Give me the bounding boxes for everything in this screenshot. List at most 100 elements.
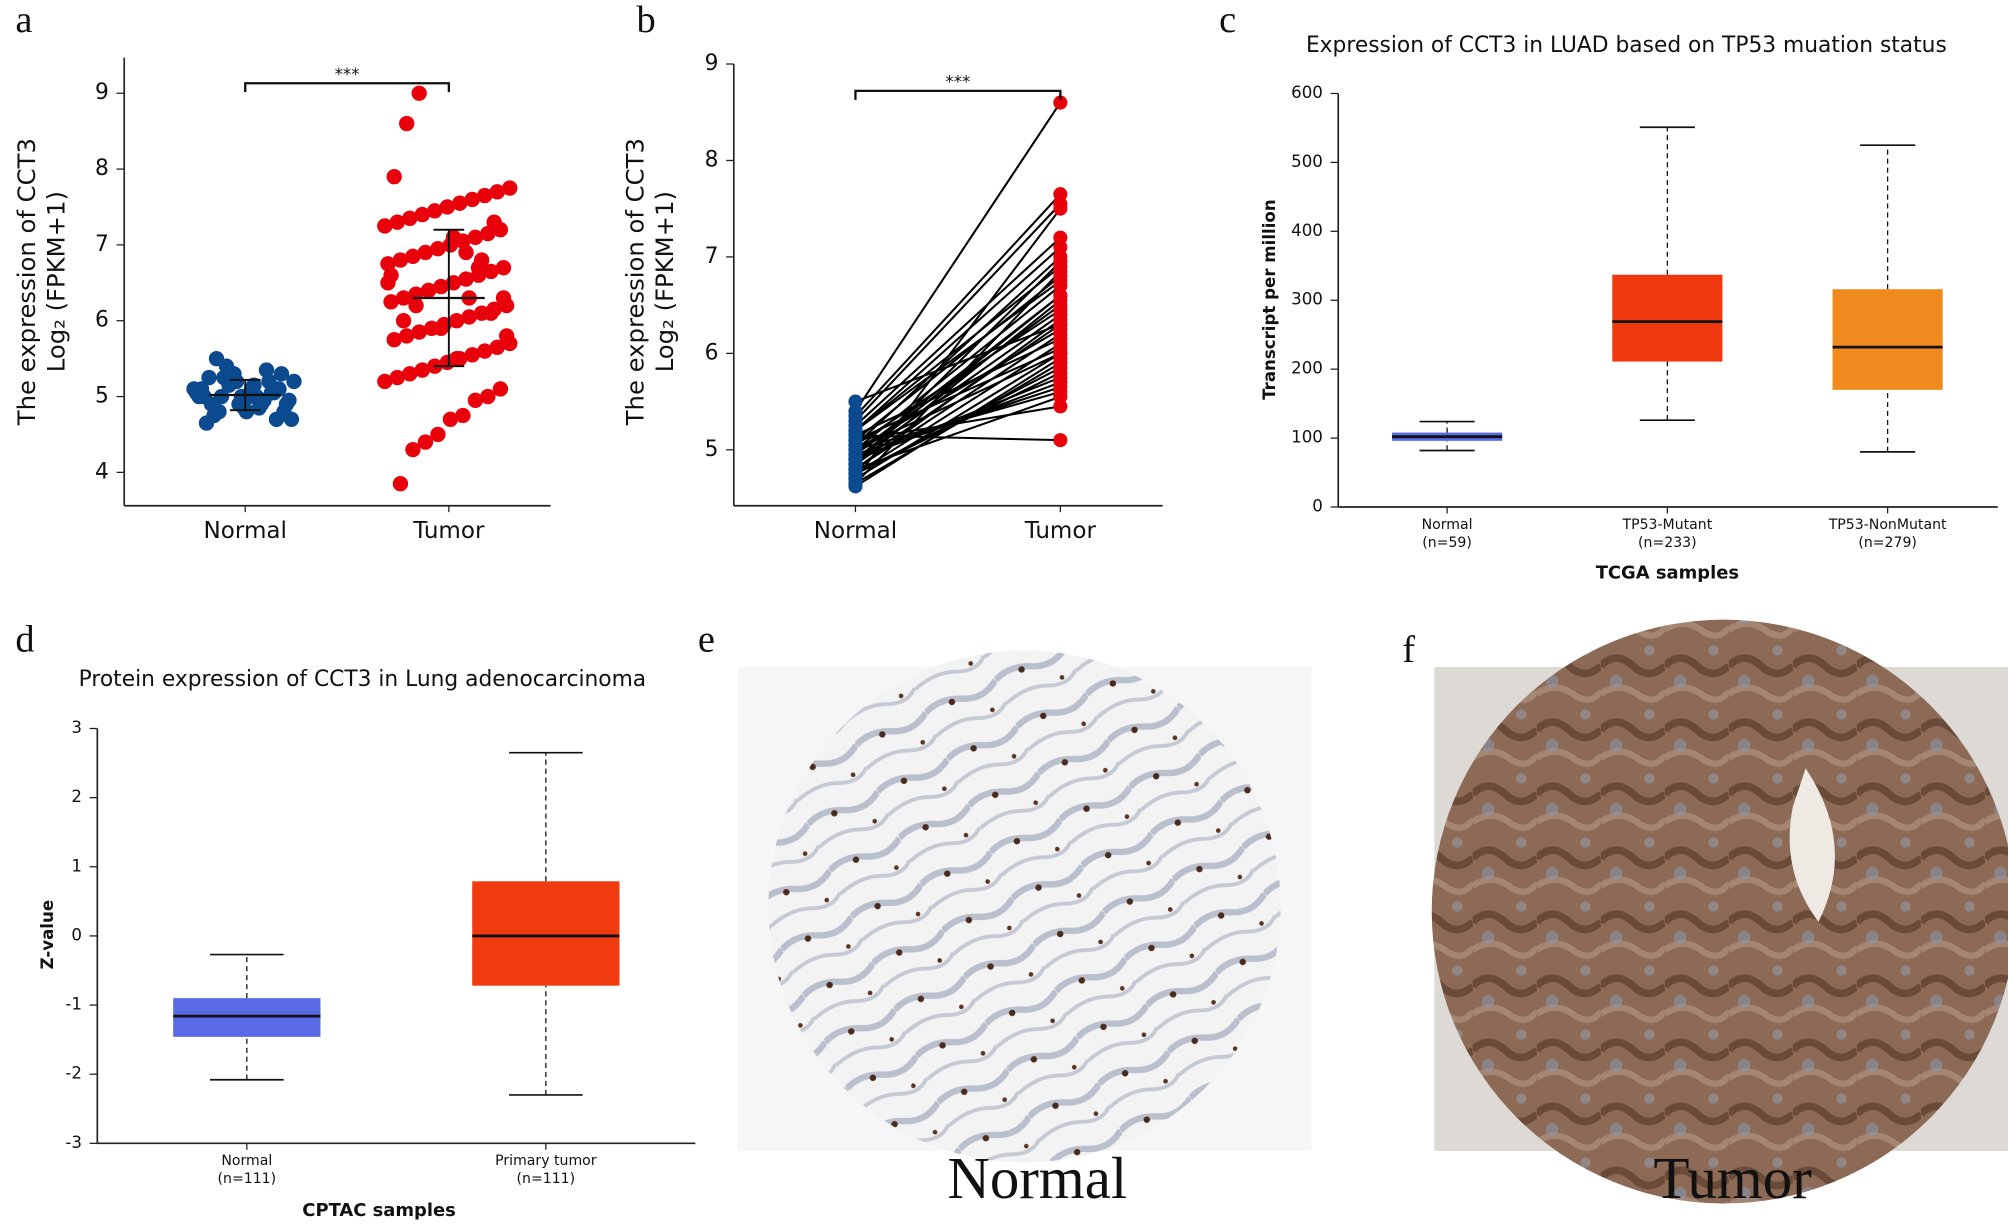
sample-size-label: (n=233)	[1638, 535, 1697, 551]
pair-line	[854, 246, 1062, 432]
data-point	[498, 328, 515, 344]
panel-e-image	[737, 650, 1312, 1163]
data-point	[430, 241, 446, 257]
data-point	[253, 396, 270, 412]
y-tick-label: 8	[95, 156, 109, 181]
tissue-gap	[1789, 768, 1835, 922]
data-point	[1053, 380, 1068, 395]
x-tick-label: Normal	[814, 518, 897, 544]
data-point	[201, 369, 217, 386]
data-point	[1053, 273, 1068, 289]
y-axis-label: Z-value	[38, 900, 57, 970]
data-point	[483, 263, 499, 280]
data-point	[427, 203, 443, 219]
pair-line	[854, 102, 1062, 412]
y-tick-label: 400	[1291, 221, 1323, 240]
data-point	[283, 411, 300, 427]
panel-letter: a	[15, 0, 32, 41]
data-point	[405, 441, 421, 458]
y-tick-label: 2	[71, 787, 82, 806]
y-tick-label: 5	[95, 384, 109, 409]
data-point	[495, 259, 512, 276]
data-point	[502, 180, 518, 196]
box	[1612, 274, 1723, 362]
data-point	[439, 199, 455, 215]
data-point	[383, 294, 399, 310]
y-tick-label: 9	[705, 51, 719, 76]
data-point	[386, 331, 402, 348]
x-tick-label: TP53-NonMutant	[1828, 517, 1947, 533]
data-point	[1053, 240, 1068, 255]
pair-line	[854, 280, 1061, 432]
panel-letter: f	[1402, 629, 1415, 671]
panel-f-image	[1431, 619, 2008, 1204]
chart-title: Expression of CCT3 in LUAD based on TP53…	[1306, 33, 1947, 58]
y-tick-label: 600	[1291, 83, 1323, 102]
data-point	[1053, 312, 1068, 327]
data-point	[395, 290, 412, 306]
pair-line	[854, 299, 1061, 466]
data-point	[408, 297, 424, 314]
data-point	[389, 369, 406, 386]
data-point	[417, 434, 434, 450]
data-point	[1053, 433, 1068, 448]
y-tick-label: 5	[705, 437, 719, 462]
data-point	[1053, 331, 1068, 346]
data-point	[489, 184, 505, 200]
data-point	[467, 392, 484, 409]
data-point	[405, 248, 421, 264]
x-axis-label: TCGA samples	[1596, 563, 1739, 584]
data-point	[1053, 360, 1068, 375]
y-axis-label: Transcript per million	[1260, 199, 1279, 400]
y-tick-label: 500	[1291, 152, 1323, 171]
data-point	[1053, 288, 1068, 303]
data-point	[1053, 187, 1068, 202]
data-point	[420, 282, 437, 299]
y-tick-label: 4	[95, 459, 109, 484]
sample-size-label: (n=59)	[1422, 535, 1472, 551]
data-point	[495, 290, 512, 306]
x-axis-label: CPTAC samples	[302, 1200, 456, 1221]
sample-size-label: (n=111)	[517, 1171, 576, 1187]
image-caption: Normal	[947, 1146, 1127, 1211]
data-point	[395, 313, 412, 329]
box	[1832, 289, 1943, 390]
data-point	[377, 218, 393, 234]
data-point	[1053, 389, 1068, 404]
y-tick-label: 9	[95, 80, 109, 105]
data-point	[268, 411, 285, 427]
data-point	[464, 347, 480, 363]
data-point	[392, 252, 409, 268]
x-tick-label: Normal	[204, 518, 287, 544]
pair-line	[854, 193, 1062, 417]
data-point	[448, 350, 465, 367]
data-point	[483, 305, 499, 321]
chart-title: Protein expression of CCT3 in Lung adeno…	[79, 667, 646, 692]
y-tick-label: 6	[95, 308, 109, 333]
y-tick-label: 8	[705, 147, 719, 172]
data-point	[411, 85, 427, 101]
data-point	[211, 404, 227, 420]
panel-letter: d	[15, 619, 34, 661]
data-point	[286, 373, 302, 390]
y-tick-label: 1	[71, 856, 82, 875]
data-point	[1053, 346, 1068, 361]
y-axis-label: The expression of CCT3	[620, 138, 649, 426]
data-point	[208, 350, 225, 367]
data-point	[430, 426, 446, 443]
x-tick-label: Primary tumor	[495, 1153, 597, 1169]
y-axis-label: Log₂ (FPKM+1)	[650, 191, 679, 372]
data-point	[383, 267, 399, 283]
pair-line	[854, 357, 1061, 488]
y-tick-label: -1	[65, 995, 82, 1014]
y-tick-label: 0	[71, 925, 82, 944]
x-tick-label: Normal	[1422, 517, 1473, 533]
data-point	[452, 195, 468, 211]
significance-label: ***	[335, 65, 360, 84]
y-tick-label: 0	[1312, 497, 1323, 516]
data-point	[492, 381, 509, 397]
data-point	[458, 244, 474, 261]
pair-line	[854, 352, 1061, 480]
data-point	[1053, 254, 1068, 269]
data-point	[198, 415, 215, 431]
